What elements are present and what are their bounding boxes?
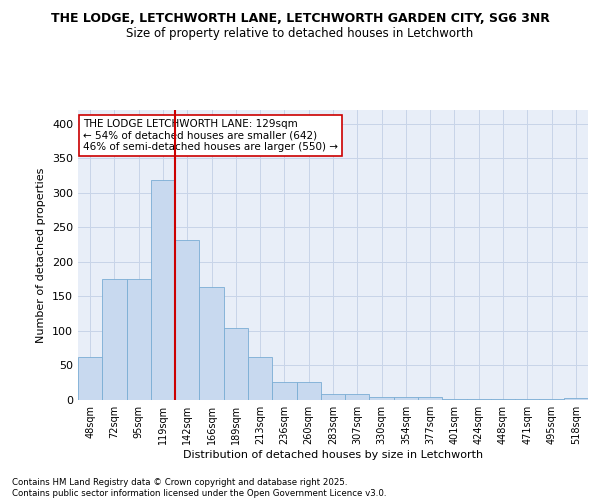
Bar (418, 397, 442, 400)
Bar (199, 288, 224, 400)
Bar (102, 279, 127, 400)
Bar (151, 180, 175, 400)
Bar (345, 394, 370, 400)
Text: Size of property relative to detached houses in Letchworth: Size of property relative to detached ho… (127, 28, 473, 40)
Bar (394, 397, 418, 400)
Bar (127, 279, 151, 400)
Y-axis label: Number of detached properties: Number of detached properties (37, 168, 46, 342)
Bar (175, 240, 199, 400)
Bar (272, 382, 296, 400)
Bar (296, 382, 321, 400)
Bar (370, 396, 394, 400)
Bar (321, 394, 345, 400)
Text: THE LODGE, LETCHWORTH LANE, LETCHWORTH GARDEN CITY, SG6 3NR: THE LODGE, LETCHWORTH LANE, LETCHWORTH G… (50, 12, 550, 26)
Bar (564, 398, 588, 400)
Text: THE LODGE LETCHWORTH LANE: 129sqm
← 54% of detached houses are smaller (642)
46%: THE LODGE LETCHWORTH LANE: 129sqm ← 54% … (83, 118, 338, 152)
Bar (78, 357, 102, 400)
Bar (224, 328, 248, 400)
Text: Contains HM Land Registry data © Crown copyright and database right 2025.
Contai: Contains HM Land Registry data © Crown c… (12, 478, 386, 498)
Bar (248, 357, 272, 400)
Bar (442, 398, 467, 400)
X-axis label: Distribution of detached houses by size in Letchworth: Distribution of detached houses by size … (183, 450, 483, 460)
